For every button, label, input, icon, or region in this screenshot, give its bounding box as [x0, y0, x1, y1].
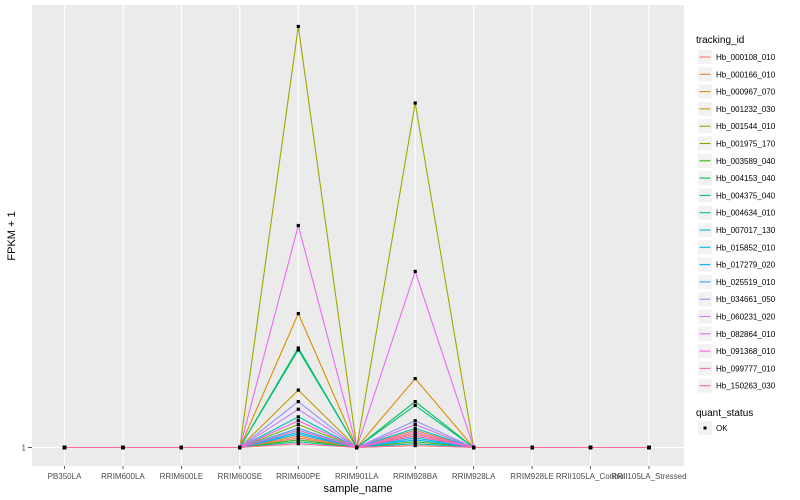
- x-tick-label: RRII105LA_Stressed: [611, 472, 686, 481]
- legend-label: Hb_003589_040: [716, 157, 776, 166]
- legend-label: Hb_082864_010: [716, 330, 776, 339]
- legend-label: Hb_007017_130: [716, 226, 776, 235]
- data-point: [413, 403, 417, 407]
- data-point: [296, 419, 300, 423]
- plot-panel: [32, 5, 684, 466]
- data-point: [179, 445, 183, 450]
- data-point: [296, 346, 300, 350]
- legend-label: Hb_001975_170: [716, 140, 776, 149]
- data-point: [296, 415, 300, 419]
- x-tick-label: RRIM928LE: [510, 472, 554, 481]
- data-point: [296, 407, 300, 411]
- x-tick-label: RRIM600LE: [160, 472, 204, 481]
- legend-label: Hb_000166_010: [716, 70, 776, 79]
- data-point: [296, 442, 300, 446]
- y-axis-title: FPKM + 1: [6, 211, 18, 260]
- y-tick-label: 1: [22, 444, 27, 453]
- x-tick-label: RRIM600LA: [101, 472, 145, 481]
- data-point: [413, 269, 417, 274]
- data-point: [296, 399, 300, 404]
- data-point: [296, 426, 300, 430]
- data-point: [413, 399, 417, 404]
- legend-label: Hb_001544_010: [716, 122, 776, 131]
- legend-label: Hb_060231_020: [716, 313, 776, 322]
- data-point: [296, 432, 300, 436]
- quant-status-legend-title: quant_status: [696, 408, 753, 419]
- legend-label: Hb_004375_040: [716, 191, 776, 200]
- quant-status-legend: quant_status OK: [696, 408, 753, 435]
- data-point: [413, 432, 417, 436]
- x-tick-label: RRIM928BA: [393, 472, 438, 481]
- legend-label: Hb_099777_010: [716, 364, 776, 373]
- data-point: [62, 445, 67, 450]
- legend-label: Hb_150263_030: [716, 382, 776, 391]
- data-point: [413, 426, 417, 430]
- data-point: [296, 430, 300, 434]
- data-point: [413, 377, 417, 381]
- data-point: [413, 419, 417, 423]
- data-point: [413, 442, 417, 446]
- data-point: [296, 422, 300, 427]
- data-point: [296, 348, 300, 352]
- data-point: [413, 438, 417, 442]
- quant-status-legend-swatch: [703, 426, 707, 430]
- data-point: [296, 434, 300, 438]
- data-point: [296, 440, 300, 444]
- data-point: [530, 445, 534, 450]
- data-point: [413, 443, 417, 448]
- data-point: [296, 311, 300, 316]
- data-point: [296, 428, 300, 432]
- legend-label: Hb_004153_040: [716, 174, 776, 183]
- legend-label: Hb_015852_010: [716, 243, 776, 252]
- x-tick-label: RRIM600SE: [218, 472, 262, 481]
- legend-label: Hb_091368_010: [716, 347, 776, 356]
- data-point: [647, 445, 651, 450]
- data-point: [355, 445, 359, 450]
- legend-label: Hb_004634_010: [716, 209, 776, 218]
- data-point: [296, 24, 300, 29]
- data-point: [296, 436, 300, 440]
- legend-label: Hb_000108_010: [716, 53, 776, 62]
- x-tick-label: RRII105LA_Control: [556, 472, 626, 481]
- legend-label: Hb_000967_070: [716, 88, 776, 97]
- legend-title: tracking_id: [696, 35, 744, 46]
- data-point: [413, 440, 417, 444]
- x-tick-label: RRIM901LA: [335, 472, 379, 481]
- legend-label: Hb_001232_030: [716, 105, 776, 114]
- data-point: [296, 438, 300, 442]
- data-point: [413, 101, 417, 105]
- data-point: [296, 388, 300, 392]
- data-point: [413, 436, 417, 440]
- legend-label: Hb_025519_010: [716, 278, 776, 287]
- data-point: [413, 422, 417, 427]
- data-point: [121, 445, 125, 450]
- y-axis-ticks: 1: [22, 444, 32, 453]
- legend-label: Hb_034661_050: [716, 295, 776, 304]
- x-tick-label: PB350LA: [48, 472, 82, 481]
- data-points: [62, 24, 651, 450]
- data-point: [296, 223, 300, 228]
- x-axis-ticks: PB350LA RRIM600LA RRIM600LE RRIM600SE RRIM60…: [48, 466, 687, 481]
- x-tick-label: RRIM600PE: [276, 472, 320, 481]
- data-point: [472, 445, 476, 450]
- data-point: [588, 445, 593, 450]
- x-axis-title: sample_name: [323, 483, 392, 495]
- legend-label: Hb_017279_020: [716, 261, 776, 270]
- quant-status-legend-label: OK: [716, 424, 728, 433]
- data-point: [413, 430, 417, 434]
- x-tick-label: RRIM928LA: [452, 472, 496, 481]
- data-point: [413, 428, 417, 432]
- data-point: [413, 434, 417, 438]
- legend: tracking_id Hb_000108_010 Hb_000166_010 Hb…: [696, 35, 776, 393]
- data-point: [238, 445, 242, 450]
